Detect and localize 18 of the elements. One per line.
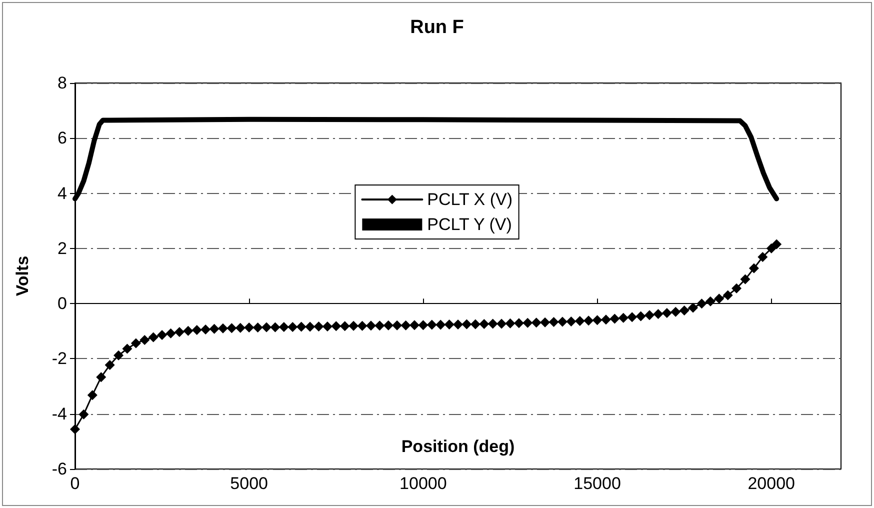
x-tick-label: 10000 [400, 474, 447, 493]
x-tick-label: 15000 [574, 474, 621, 493]
x-axis-title: Position (deg) [401, 437, 515, 456]
y-tick-label: 8 [58, 74, 67, 92]
y-tick-label: -2 [52, 349, 67, 368]
y-tick-label: 2 [58, 238, 67, 258]
chart-title: Run F [410, 17, 464, 38]
x-tick-label: 0 [70, 474, 80, 493]
y-tick-label: -6 [52, 460, 67, 478]
legend-label: PCLT Y (V) [427, 215, 512, 234]
y-tick-label: -4 [52, 404, 67, 424]
y-axis-title: Volts [13, 256, 32, 296]
x-tick-label: 5000 [230, 474, 268, 493]
x-tick-label: 20000 [748, 474, 796, 493]
y-tick-label: 0 [58, 294, 67, 314]
y-tick-label: 6 [58, 128, 67, 148]
y-tick-label: 4 [58, 184, 67, 203]
legend-label: PCLT X (V) [427, 190, 513, 209]
